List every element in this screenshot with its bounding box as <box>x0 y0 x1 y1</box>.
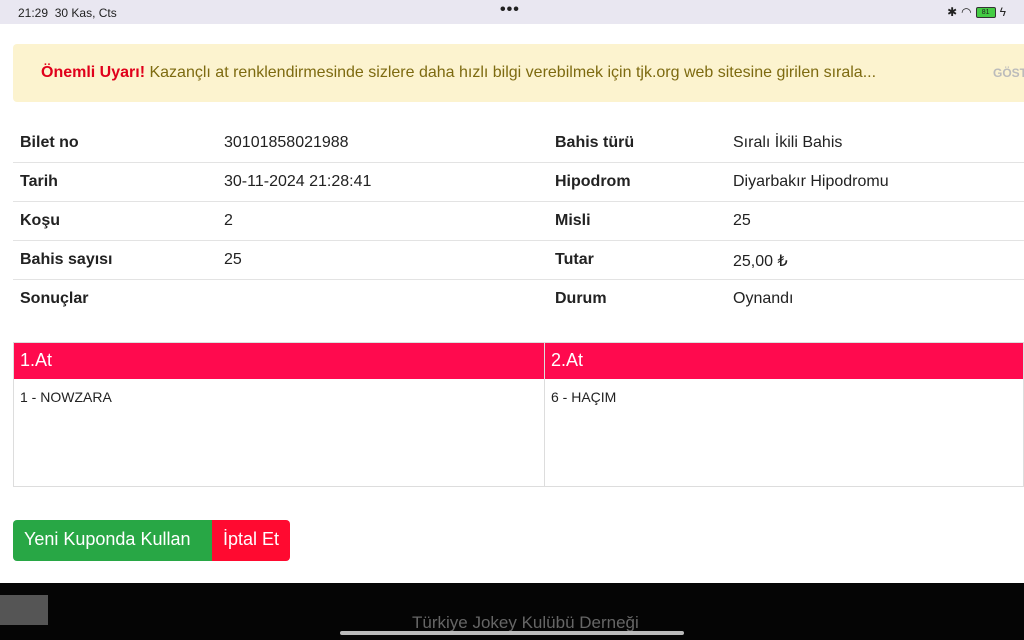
info-row: Koşu 2 Misli 25 <box>13 202 1024 241</box>
important-alert: Önemli Uyarı! Kazançlı at renklendirmesi… <box>13 44 1024 102</box>
status-icons: ✱ ◠ 81 ϟ <box>947 5 1006 19</box>
info-row: Sonuçlar Durum Oynandı <box>13 280 1024 319</box>
clock: 21:29 <box>18 6 49 20</box>
info-label: Bilet no <box>20 134 79 151</box>
ticket-info-table: Bilet no 30101858021988 Bahis türü Sıralı İ… <box>13 124 1024 319</box>
info-label: Durum <box>555 290 607 307</box>
info-label: Koşu <box>20 212 60 229</box>
info-value: 30-11-2024 21:28:41 <box>224 173 372 190</box>
info-value: 30101858021988 <box>224 134 349 151</box>
info-label: Hipodrom <box>555 173 631 190</box>
more-dots-icon[interactable]: ••• <box>500 1 520 18</box>
info-value: 25 <box>733 212 751 229</box>
footer-text: Türkiye Jokey Kulübü Derneği <box>412 613 639 632</box>
horse-selection-table: 1.At 1 - NOWZARA 2.At 6 - HAÇIM <box>13 342 1024 487</box>
status-bar: 21:29 30 Kas, Cts ••• ✱ ◠ 81 ϟ <box>0 0 1024 24</box>
horse-column-header: 1.At <box>14 343 544 379</box>
info-label: Bahis türü <box>555 134 635 151</box>
info-row: Tarih 30-11-2024 21:28:41 Hipodrom Diyarbak… <box>13 163 1024 202</box>
status-time: 21:29 30 Kas, Cts <box>18 6 117 20</box>
horse-item: 6 - HAÇIM <box>551 389 617 405</box>
info-value: Oynandı <box>733 290 794 307</box>
alert-title: Önemli Uyarı! <box>41 64 146 81</box>
bluetooth-icon: ✱ <box>947 5 958 19</box>
action-buttons: Yeni Kuponda Kullan İptal Et <box>13 520 291 561</box>
alert-show-button[interactable]: GÖST <box>993 66 1024 80</box>
horse-item: 1 - NOWZARA <box>20 389 112 405</box>
footer: Türkiye Jokey Kulübü Derneği <box>0 583 1024 640</box>
cancel-button[interactable]: İptal Et <box>212 520 291 561</box>
info-value: Sıralı İkili Bahis <box>733 134 843 151</box>
home-indicator[interactable] <box>340 631 684 635</box>
info-value: Diyarbakır Hipodromu <box>733 173 889 190</box>
horse-column-2: 2.At 6 - HAÇIM <box>545 343 1023 486</box>
info-row: Bilet no 30101858021988 Bahis türü Sıralı İ… <box>13 124 1024 163</box>
info-value: 2 <box>224 212 233 229</box>
date: 30 Kas, Cts <box>54 6 117 20</box>
info-label: Tutar <box>555 251 594 268</box>
info-label: Sonuçlar <box>20 290 89 307</box>
horse-column-1: 1.At 1 - NOWZARA <box>14 343 545 486</box>
info-row: Bahis sayısı 25 Tutar 25,00 ₺ <box>13 241 1024 280</box>
horse-column-header: 2.At <box>545 343 1023 379</box>
qr-code-icon[interactable] <box>0 595 48 625</box>
reuse-in-new-coupon-button[interactable]: Yeni Kuponda Kullan <box>13 520 212 561</box>
info-value: 25 <box>224 251 242 268</box>
info-label: Misli <box>555 212 591 229</box>
charging-icon: ϟ <box>999 5 1006 19</box>
info-label: Bahis sayısı <box>20 251 113 268</box>
alert-text: Kazançlı at renklendirmesinde sizlere da… <box>149 64 877 81</box>
wifi-icon: ◠ <box>961 5 972 19</box>
info-value: 25,00 ₺ <box>733 253 788 270</box>
info-label: Tarih <box>20 173 58 190</box>
battery-icon: 81 <box>975 6 996 18</box>
